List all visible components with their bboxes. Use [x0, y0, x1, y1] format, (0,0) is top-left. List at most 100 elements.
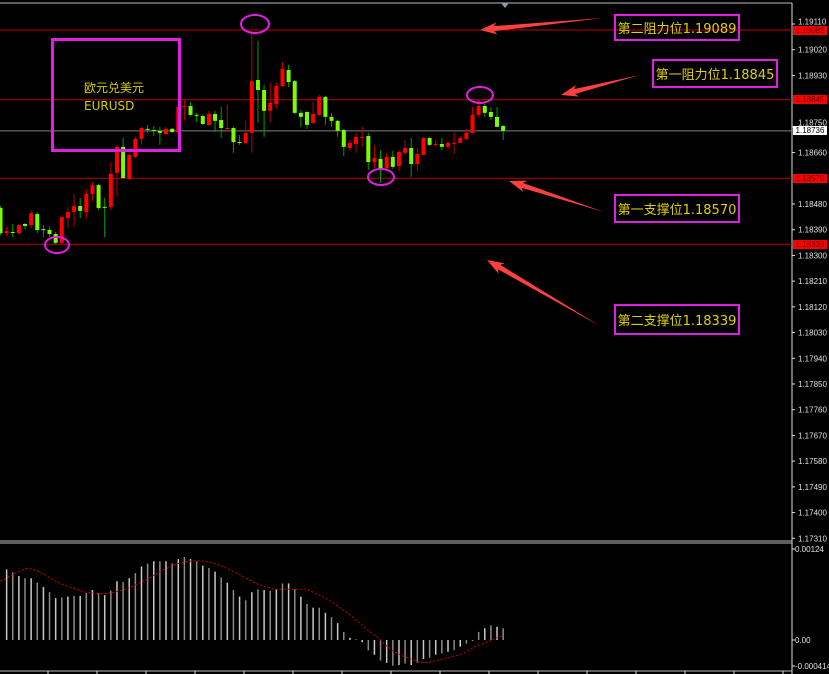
bear-candle: [495, 116, 500, 127]
bear-candle: [145, 128, 150, 130]
bear-candle: [151, 130, 156, 131]
price-tick-label: 1.18660: [798, 149, 827, 158]
highlight-ellipse: [367, 168, 395, 186]
price-tick-label: 1.17580: [798, 457, 827, 466]
bull-candle: [16, 225, 21, 234]
bull-candle: [206, 114, 211, 125]
bear-candle: [47, 230, 52, 234]
price-tick-label: 1.17400: [798, 509, 827, 518]
highlight-ellipse: [240, 14, 270, 34]
bull-candle: [421, 138, 426, 155]
price-tick-label: 1.18300: [798, 251, 827, 260]
bull-candle: [372, 158, 377, 162]
price-tick-label: 1.18480: [798, 200, 827, 209]
bull-candle: [396, 152, 401, 166]
bear-candle: [439, 144, 444, 147]
bear-candle: [102, 206, 107, 208]
support-1-label: 第一支撑位1.18570: [614, 194, 740, 223]
bull-candle: [108, 174, 113, 207]
bull-candle: [476, 106, 481, 115]
bull-candle: [464, 132, 469, 139]
price-tick-label: 1.17490: [798, 483, 827, 492]
symbol-name-cn: 欧元兑美元: [84, 81, 145, 95]
annotations: [44, 14, 640, 326]
bear-candle: [237, 142, 242, 143]
macd-axis-label: -0.000414: [795, 662, 829, 671]
bear-candle: [188, 106, 193, 115]
bull-candle: [274, 86, 279, 104]
macd-axis-label: 0.00124: [795, 545, 824, 554]
bear-candle: [213, 114, 218, 121]
bull-candle: [458, 138, 463, 143]
bull-candle: [360, 136, 365, 138]
bear-candle: [488, 112, 493, 117]
bear-candle: [409, 148, 414, 164]
bull-candle: [29, 213, 34, 226]
bear-candle: [501, 126, 506, 131]
bull-candle: [384, 156, 389, 168]
level-price-tag: 1.18845: [793, 95, 827, 105]
highlight-ellipse: [44, 236, 70, 254]
price-tick-label: 1.17850: [798, 380, 827, 389]
bull-candle: [433, 144, 438, 145]
bear-candle: [41, 229, 46, 231]
price-tick-label: 1.18210: [798, 277, 827, 286]
bear-candle: [378, 158, 383, 169]
chart-frame: [0, 2, 793, 674]
bull-candle: [445, 142, 450, 147]
price-tick-label: 1.17310: [798, 534, 827, 543]
bear-candle: [323, 96, 328, 117]
arrow-icon: [509, 180, 604, 212]
bull-candle: [72, 206, 77, 212]
bear-candle: [298, 112, 303, 117]
bear-candle: [482, 106, 487, 113]
bull-candle: [280, 68, 285, 86]
resistance-2-label: 第二阻力位1.19089: [614, 14, 740, 41]
current-price-tag: 1.18736: [793, 126, 827, 136]
bear-candle: [10, 232, 15, 233]
bull-candle: [243, 132, 248, 143]
price-tick-label: 1.18750: [798, 118, 827, 127]
bear-candle: [335, 120, 340, 131]
bear-candle: [157, 130, 162, 133]
resistance-1-label: 第一阻力位1.18845: [652, 59, 778, 88]
bear-candle: [78, 206, 83, 211]
price-tick-label: 1.19110: [798, 18, 827, 27]
bear-candle: [427, 138, 432, 145]
price-tick-label: 1.17760: [798, 406, 827, 415]
candles: [0, 30, 506, 244]
bear-candle: [286, 70, 291, 82]
bull-candle: [225, 128, 230, 129]
bear-candle: [262, 90, 267, 111]
bull-candle: [182, 106, 187, 107]
symbol-code: EURUSD: [84, 99, 135, 113]
price-tick-label: 1.18930: [798, 71, 827, 80]
bull-candle: [84, 194, 89, 212]
price-tick-label: 1.18390: [798, 226, 827, 235]
bear-candle: [170, 128, 175, 132]
bull-candle: [470, 114, 475, 133]
arrow-icon: [487, 260, 600, 326]
price-axis: 1.19110 1.19020 1.18930 1.18750 1.18660 1.184…: [792, 18, 827, 543]
support-2-label: 第二支撑位1.18339: [614, 304, 740, 335]
symbol-annotation-box: 欧元兑美元 EURUSD: [51, 38, 181, 152]
bull-candle: [354, 136, 359, 144]
level-price-tag: 1.18570: [793, 173, 827, 183]
bull-candle: [311, 114, 316, 123]
price-tick-label: 1.17940: [798, 354, 827, 363]
bear-candle: [366, 136, 371, 162]
price-tick-label: 1.17670: [798, 431, 827, 440]
bear-candle: [121, 146, 126, 178]
bear-candle: [23, 224, 28, 226]
bear-candle: [96, 185, 101, 208]
bull-candle: [268, 102, 273, 111]
bull-candle: [317, 96, 322, 115]
bear-candle: [305, 112, 309, 125]
bull-candle: [452, 142, 457, 144]
bull-candle: [90, 185, 95, 194]
price-level-lines: [0, 29, 792, 245]
bull-candle: [139, 128, 144, 139]
bull-candle: [164, 128, 169, 134]
bear-candle: [200, 116, 205, 124]
